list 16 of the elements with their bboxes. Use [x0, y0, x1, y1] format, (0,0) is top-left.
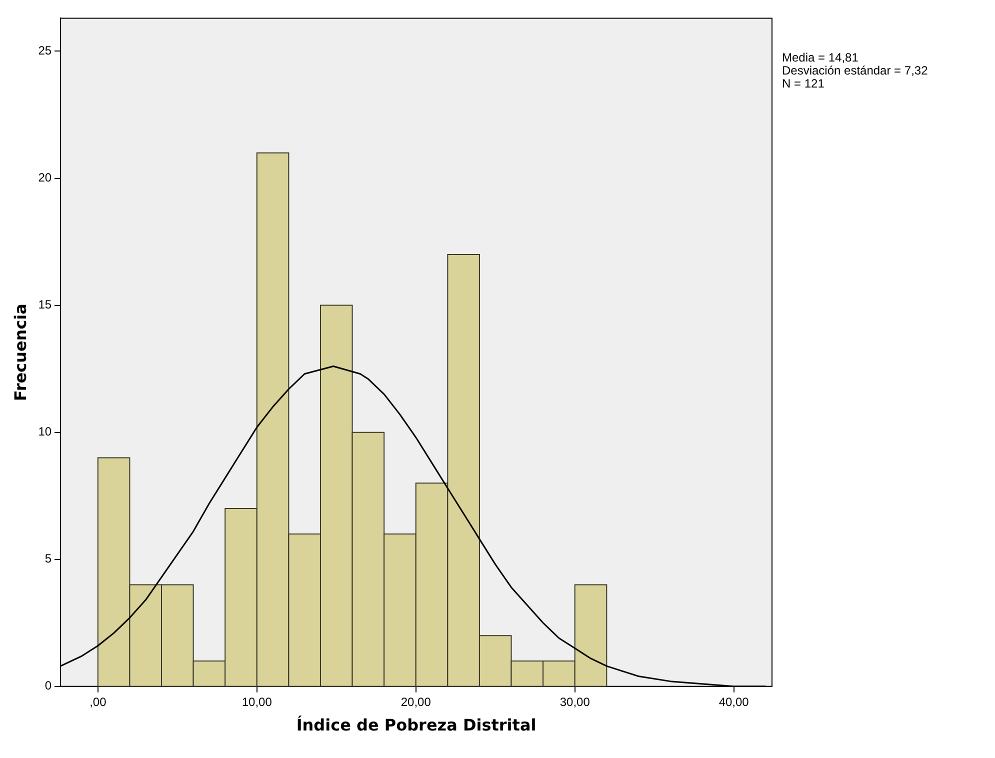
x-tick-label: 10,00	[242, 694, 272, 709]
x-tick-label: 30,00	[560, 694, 590, 709]
y-tick-label: 25	[38, 44, 52, 58]
y-tick-label: 0	[44, 678, 52, 693]
text: N = 121	[782, 76, 825, 91]
y-tick-label: 5	[44, 552, 52, 566]
x-tick-label: 20,00	[400, 694, 432, 709]
y-tick-label: 20	[38, 170, 52, 185]
x-tick-label: 40,00	[718, 694, 750, 709]
text: Media = 14,81	[782, 50, 859, 65]
x-tick-label: ,00	[90, 694, 107, 709]
text: Desviación estándar = 7,32	[782, 64, 928, 78]
y-tick-label: 10	[38, 424, 52, 439]
y-tick-label: 15	[38, 298, 52, 312]
y-axis-title: Frecuencia	[10, 304, 30, 402]
x-axis-title: Índice de Pobreza Distrital	[296, 716, 536, 735]
